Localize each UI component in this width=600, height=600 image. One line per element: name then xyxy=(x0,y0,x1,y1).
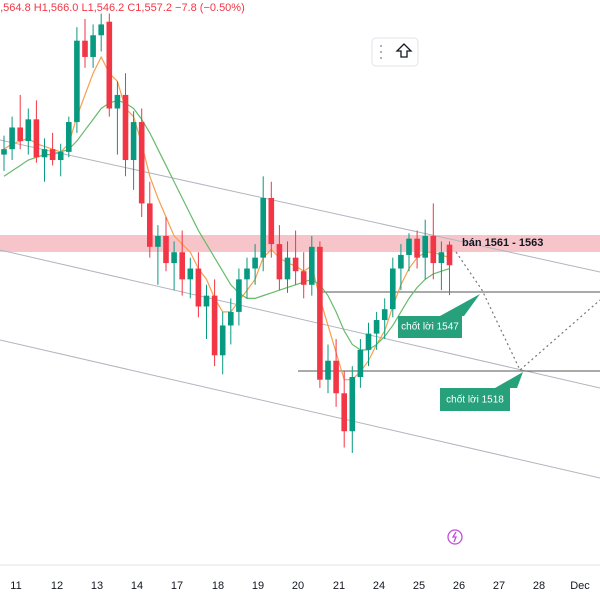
candle-body xyxy=(155,235,161,247)
candle-body xyxy=(365,333,372,350)
candle-body xyxy=(25,119,32,142)
candle-body xyxy=(74,40,80,123)
candle-body xyxy=(341,393,347,432)
candle-body xyxy=(98,24,104,36)
candle-body xyxy=(317,246,323,380)
toolbar xyxy=(371,37,419,67)
callout xyxy=(440,372,523,411)
candle-body xyxy=(398,254,404,269)
candle-body xyxy=(203,295,210,307)
projection-path xyxy=(455,251,600,371)
candle-body xyxy=(66,122,72,152)
candle-body xyxy=(9,127,15,150)
candle-body xyxy=(284,257,291,280)
candle-body xyxy=(211,295,218,356)
x-tick-label: 20 xyxy=(292,580,304,592)
moving-average xyxy=(3,99,450,351)
candle-body xyxy=(244,268,250,280)
candle-body xyxy=(333,360,339,394)
lightning-icon-glyph xyxy=(451,531,457,543)
x-tick-label: 24 xyxy=(373,580,385,592)
candle-body xyxy=(114,94,121,109)
x-tick-label: 21 xyxy=(333,580,345,592)
candle-body xyxy=(430,235,437,264)
candle-body xyxy=(406,238,412,255)
ohlc-header: 1,564.8 H1,566.0 L1,546.2 C1,557.2 −7.8 … xyxy=(0,2,245,14)
candle-body xyxy=(195,268,202,307)
candle-body xyxy=(292,257,299,272)
plot xyxy=(1,13,453,453)
candle-body xyxy=(300,271,307,285)
moving-average xyxy=(3,55,450,381)
candle-body xyxy=(390,268,396,310)
x-tick-label: 28 xyxy=(533,580,545,592)
x-tick-label: Dec xyxy=(570,580,590,592)
candle-body xyxy=(438,252,445,264)
candle-body xyxy=(130,122,137,161)
x-tick-label: 25 xyxy=(413,580,425,592)
candle-body xyxy=(106,21,113,109)
candle-body xyxy=(414,238,420,258)
tp1-label: chốt lời 1547 xyxy=(401,321,459,333)
candle-body xyxy=(147,203,153,247)
candle-body xyxy=(41,149,48,158)
candle-body xyxy=(171,252,177,264)
candle-body xyxy=(422,235,428,258)
x-axis-labels: 11 12 13 14 17 18 19 20 21 24 25 26 27 28 Dec xyxy=(10,580,590,592)
candle-body xyxy=(381,309,388,321)
candle-body xyxy=(219,325,226,356)
candle-body xyxy=(82,40,88,57)
sell-zone-label: bán 1561 - 1563 xyxy=(462,237,543,249)
x-tick-label: 27 xyxy=(493,580,505,592)
candle-body xyxy=(179,252,185,280)
candle-body xyxy=(236,279,242,312)
channel-line xyxy=(0,139,600,273)
candle-body xyxy=(276,244,283,280)
candle-body xyxy=(446,244,453,266)
drawings xyxy=(0,139,600,479)
candle-body xyxy=(252,257,258,269)
channel-line xyxy=(0,339,600,479)
up-icon[interactable] xyxy=(395,43,413,58)
candle-body xyxy=(163,235,169,264)
candle-body xyxy=(17,127,23,142)
candle-body xyxy=(49,149,56,161)
callout xyxy=(398,294,480,338)
x-tick-label: 26 xyxy=(453,580,465,592)
candle-body xyxy=(357,349,364,377)
candle-body xyxy=(309,246,315,285)
candle-body xyxy=(122,94,129,161)
toolbar-box xyxy=(371,37,419,67)
candle-body xyxy=(373,320,380,334)
candle-body xyxy=(260,197,266,258)
x-tick-label: 18 xyxy=(212,580,224,592)
candle-body xyxy=(33,119,40,158)
x-tick-label: 14 xyxy=(131,580,143,592)
candle-body xyxy=(1,149,7,155)
x-tick-label: 17 xyxy=(171,580,183,592)
candle-body xyxy=(349,376,356,432)
x-tick-label: 19 xyxy=(252,580,264,592)
candle-body xyxy=(90,35,96,57)
candle-body xyxy=(57,151,64,161)
candle-body xyxy=(187,268,194,280)
candle-body xyxy=(325,360,331,380)
lightning-icon[interactable] xyxy=(447,529,463,545)
channel-line xyxy=(0,249,600,389)
annotations: bán 1561 - 1563 chốt lời 1547 chốt lời 1… xyxy=(398,237,543,411)
candle-body xyxy=(268,197,275,245)
tp2-label: chốt lời 1518 xyxy=(446,394,504,406)
x-tick-label: 11 xyxy=(10,580,21,592)
candle-body xyxy=(228,311,234,326)
x-tick-label: 12 xyxy=(51,580,63,592)
candle-body xyxy=(138,122,145,204)
x-tick-label: 13 xyxy=(91,580,103,592)
